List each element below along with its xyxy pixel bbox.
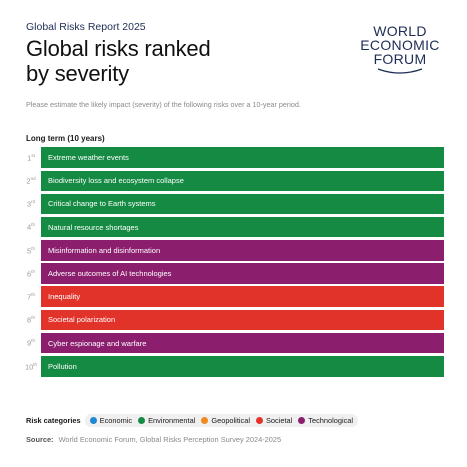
risk-bar: Inequality (41, 286, 444, 307)
rank-number: 7th (27, 291, 35, 302)
logo-line-economic: ECONOMIC (360, 37, 440, 53)
rank-number: 6th (27, 268, 35, 279)
risk-row: 5th Misinformation and disinformation (21, 239, 444, 262)
societal-dot-icon (255, 417, 263, 424)
risk-bar: Adverse outcomes of AI technologies (41, 263, 444, 284)
risk-row: 7th Inequality (21, 285, 444, 308)
legend-item-geopolitical: Geopolitical (201, 416, 250, 425)
risk-bar: Critical change to Earth systems (41, 193, 444, 215)
risk-bar: Pollution (41, 356, 444, 377)
risk-row: 6th Adverse outcomes of AI technologies (21, 262, 444, 285)
rank-number: 2nd (26, 176, 36, 186)
risk-rank-list: 1st Extreme weather events 2nd Biodivers… (21, 146, 444, 378)
technological-dot-icon (298, 417, 306, 424)
section-label: Long term (10 years) (26, 134, 105, 143)
risk-row: 3rd Critical change to Earth systems (21, 192, 444, 215)
risk-bar: Cyber espionage and warfare (41, 332, 444, 354)
legend-item-technological: Technological (298, 416, 353, 425)
geopolitical-dot-icon (201, 417, 209, 424)
risk-row: 2nd Biodiversity loss and ecosystem coll… (21, 169, 444, 192)
legend-box: Economic Environmental Geopolitical Soci… (84, 414, 359, 427)
risk-category-legend: Risk categories Economic Environmental G… (26, 414, 359, 427)
logo-arc-icon (377, 68, 423, 74)
legend-title: Risk categories (26, 416, 81, 425)
legend-item-environmental: Environmental (138, 416, 195, 425)
logo-line-forum: FORUM (373, 51, 427, 67)
survey-question: Please estimate the likely impact (sever… (26, 100, 301, 109)
risk-bar: Misinformation and disinformation (41, 240, 444, 261)
rank-number: 4th (27, 222, 35, 232)
risk-row: 9th Cyber espionage and warfare (21, 332, 444, 355)
economic-dot-icon (89, 417, 97, 424)
rank-number: 5th (27, 245, 35, 256)
rank-number: 10th (24, 361, 38, 372)
risk-bar: Extreme weather events (41, 147, 444, 168)
environmental-dot-icon (138, 417, 146, 424)
rank-number: 1st (27, 152, 35, 163)
rank-number: 9th (27, 338, 35, 348)
rank-number: 3rd (26, 199, 36, 209)
risk-bar: Natural resource shortages (41, 216, 444, 238)
logo-line-world: WORLD (373, 23, 427, 39)
legend-item-societal: Societal (255, 416, 292, 425)
page-title-line-1: Global risks ranked (26, 36, 211, 61)
risk-bar: Societal polarization (41, 309, 444, 331)
source-label: Source: (26, 435, 54, 444)
page-title-line-2: by severity (26, 61, 129, 86)
risk-row: 4th Natural resource shortages (21, 216, 444, 239)
page-title: Global risks ranked by severity (26, 36, 211, 86)
source-text: World Economic Forum, Global Risks Perce… (58, 435, 282, 444)
risk-row: 1st Extreme weather events (21, 146, 444, 169)
risk-row: 10th Pollution (21, 355, 444, 378)
risk-bar: Biodiversity loss and ecosystem collapse (41, 170, 444, 192)
legend-item-economic: Economic (89, 416, 132, 425)
source-note: Source: World Economic Forum, Global Ris… (26, 435, 281, 444)
report-label: Global Risks Report 2025 (26, 21, 146, 33)
risk-row: 8th Societal polarization (21, 308, 444, 331)
rank-number: 8th (27, 315, 35, 325)
wef-logo: WORLD ECONOMIC FORUM (355, 24, 445, 75)
